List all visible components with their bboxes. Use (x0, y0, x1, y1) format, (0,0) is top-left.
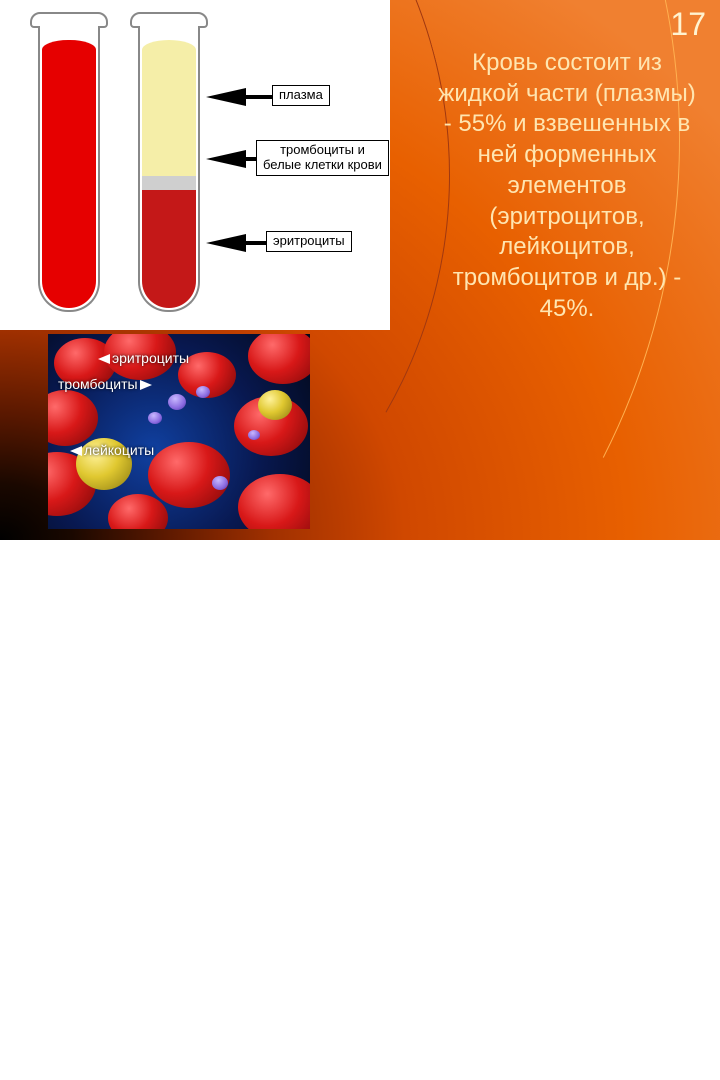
micro-label-erythrocytes: эритроциты (98, 350, 189, 366)
label-plasma: плазма (272, 85, 330, 106)
micro-label-thrombocytes: тромбоциты (58, 376, 152, 392)
blood-cells-micrograph: эритроциты тромбоциты лейкоциты (48, 334, 310, 529)
tube-diagram: плазма тромбоциты и белые клетки крови э… (0, 0, 390, 330)
arrow-icon (206, 234, 246, 252)
rbc-layer (142, 190, 196, 308)
label-rbc: эритроциты (266, 231, 352, 252)
platelet-cell (196, 386, 210, 398)
page-number: 17 (670, 6, 706, 43)
arrow-left-icon (70, 446, 82, 456)
whole-blood-fill (42, 40, 96, 308)
slide: 17 Кровь состоит из жидкой части (плазмы… (0, 0, 720, 540)
arrow-icon (206, 88, 246, 106)
erythrocyte-cell (108, 494, 168, 529)
main-text: Кровь состоит из жидкой части (плазмы) -… (432, 48, 702, 324)
arrow-left-icon (98, 354, 110, 364)
arrow-line (244, 241, 266, 245)
micro-label-leukocytes: лейкоциты (70, 442, 154, 458)
tube-separated (138, 26, 200, 312)
arrow-icon (206, 150, 246, 168)
arrow-line (244, 157, 256, 161)
micro-label-text: эритроциты (112, 350, 189, 366)
label-buffy-coat: тромбоциты и белые клетки крови (256, 140, 389, 176)
arrow-line (244, 95, 272, 99)
erythrocyte-cell (48, 390, 98, 446)
erythrocyte-cell (148, 442, 230, 508)
platelet-cell (168, 394, 186, 410)
micro-label-text: тромбоциты (58, 376, 138, 392)
erythrocyte-cell (248, 334, 310, 384)
erythrocyte-cell (238, 474, 310, 529)
platelet-cell (148, 412, 162, 424)
arrow-right-icon (140, 380, 152, 390)
tube-whole-blood (38, 26, 100, 312)
platelet-cell (212, 476, 228, 490)
plasma-layer (142, 40, 196, 180)
leukocyte-cell (258, 390, 292, 420)
platelet-cell (248, 430, 260, 440)
micro-label-text: лейкоциты (84, 442, 154, 458)
